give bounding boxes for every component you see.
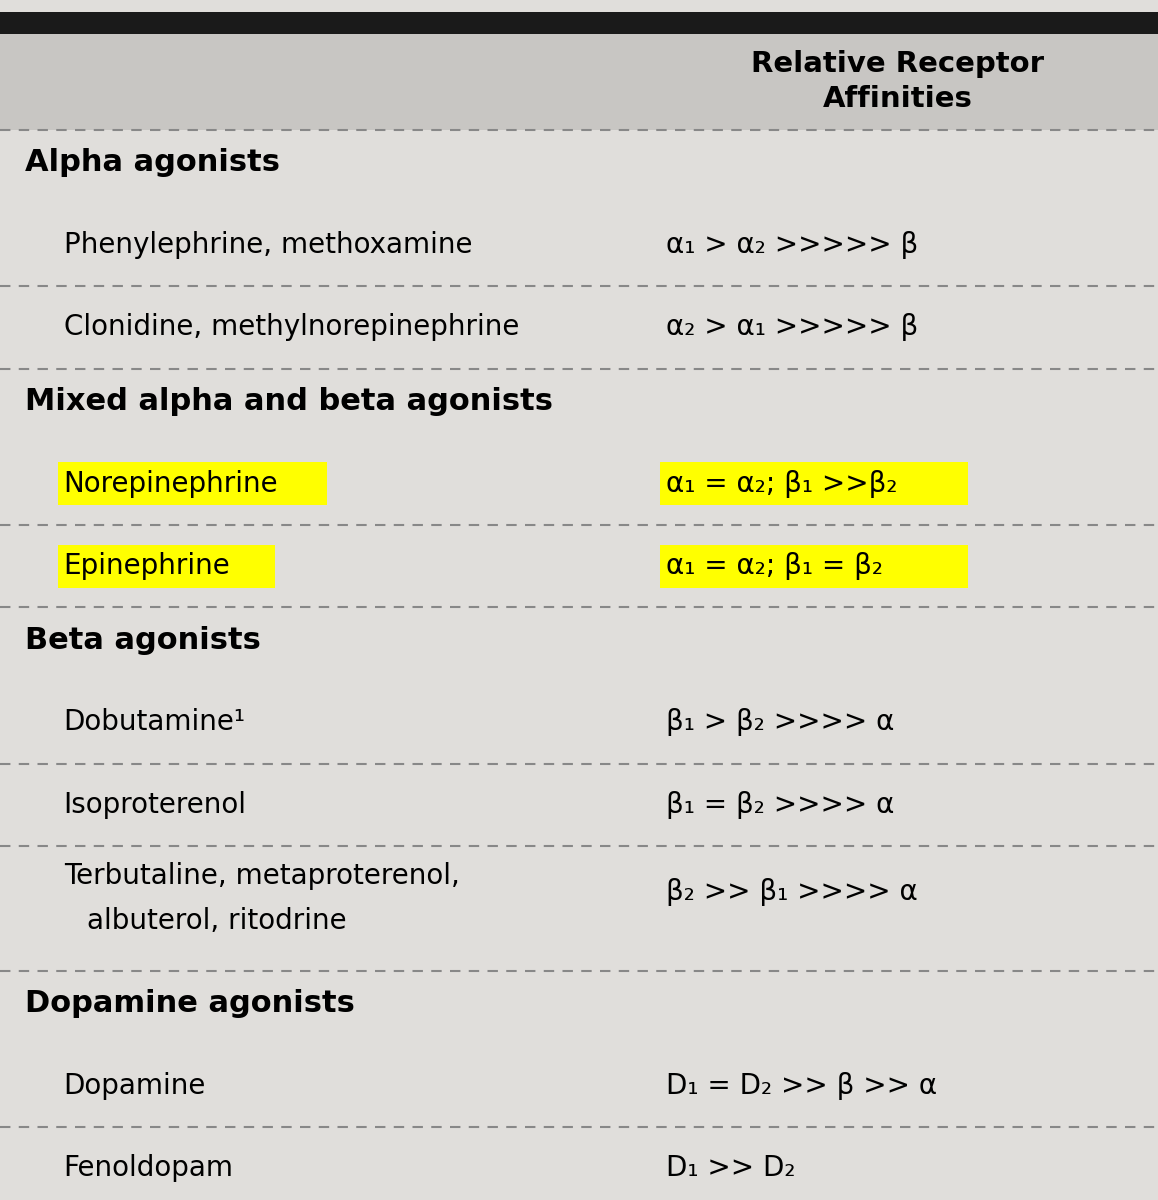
Bar <box>0 34 1158 130</box>
Bar <box>660 462 968 505</box>
Text: Dopamine agonists: Dopamine agonists <box>25 990 356 1019</box>
Text: Fenoldopam: Fenoldopam <box>64 1154 234 1182</box>
Text: α₁ = α₂; β₁ >>β₂: α₁ = α₂; β₁ >>β₂ <box>666 469 897 498</box>
Bar <box>0 12 1158 34</box>
Bar <box>660 545 968 588</box>
Text: Relative Receptor
Affinities: Relative Receptor Affinities <box>750 50 1045 113</box>
Text: β₁ > β₂ >>>> α: β₁ > β₂ >>>> α <box>666 708 894 737</box>
Text: Isoproterenol: Isoproterenol <box>64 791 247 818</box>
Text: D₁ = D₂ >> β >> α: D₁ = D₂ >> β >> α <box>666 1072 937 1099</box>
Text: D₁ >> D₂: D₁ >> D₂ <box>666 1154 796 1182</box>
Text: α₁ = α₂; β₁ = β₂: α₁ = α₂; β₁ = β₂ <box>666 552 882 580</box>
Text: Clonidine, methylnorepinephrine: Clonidine, methylnorepinephrine <box>64 313 519 341</box>
Text: β₂ >> β₁ >>>> α: β₂ >> β₁ >>>> α <box>666 878 917 906</box>
Text: Mixed alpha and beta agonists: Mixed alpha and beta agonists <box>25 388 554 416</box>
Text: Epinephrine: Epinephrine <box>64 552 230 580</box>
Bar <box>58 545 276 588</box>
Text: β₁ = β₂ >>>> α: β₁ = β₂ >>>> α <box>666 791 894 818</box>
Text: Norepinephrine: Norepinephrine <box>64 469 278 498</box>
Text: Dobutamine¹: Dobutamine¹ <box>64 708 245 737</box>
Text: α₁ > α₂ >>>>> β: α₁ > α₂ >>>>> β <box>666 230 918 259</box>
Text: Phenylephrine, methoxamine: Phenylephrine, methoxamine <box>64 230 472 259</box>
Text: Beta agonists: Beta agonists <box>25 626 262 655</box>
Text: albuterol, ritodrine: albuterol, ritodrine <box>87 907 346 936</box>
Text: Alpha agonists: Alpha agonists <box>25 149 280 178</box>
Text: α₂ > α₁ >>>>> β: α₂ > α₁ >>>>> β <box>666 313 918 341</box>
Text: Dopamine: Dopamine <box>64 1072 206 1099</box>
Text: Terbutaline, metaproterenol,: Terbutaline, metaproterenol, <box>64 862 460 890</box>
Bar <box>58 462 327 505</box>
